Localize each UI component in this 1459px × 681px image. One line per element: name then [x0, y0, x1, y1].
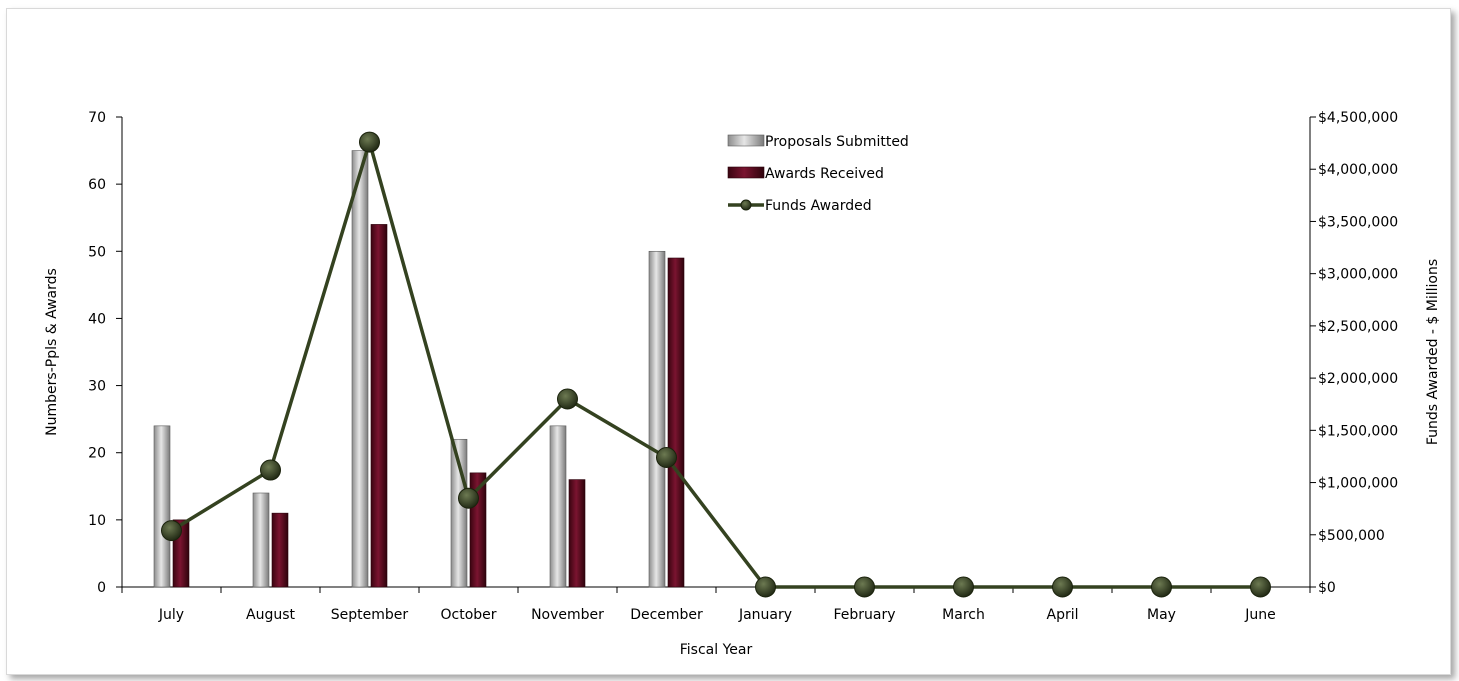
left-tick-label: 40 [88, 311, 106, 327]
x-tick-label-december: December [630, 607, 703, 623]
point-funds-awarded-january [755, 576, 776, 598]
point-funds-awarded-november [557, 388, 578, 410]
left-tick-label: 30 [88, 379, 106, 395]
x-tick-label-february: February [833, 607, 895, 623]
labels: 0 10 20 30 40 50 60 70 $0 $500,000 $1,000,000 $1,50… [44, 110, 1441, 658]
legend: Proposals Submitted Awards Received Funds … [727, 134, 909, 214]
left-tick-label: 70 [88, 110, 106, 126]
point-funds-awarded-july [161, 520, 182, 542]
left-tick-label: 10 [88, 513, 106, 529]
x-tick-label-june: June [1244, 607, 1276, 623]
point-funds-awarded-august [260, 459, 281, 481]
bar-awards-received-august [271, 512, 289, 588]
point-funds-awarded-june [1250, 576, 1271, 598]
line-funds-awarded [170, 140, 1261, 589]
left-tick-label: 50 [88, 244, 106, 260]
x-tick-label-may: May [1147, 607, 1176, 623]
x-tick-label-september: September [331, 607, 409, 623]
funds-line [161, 131, 1271, 598]
legend-awards-received-swatch [727, 166, 765, 179]
right-tick-label: $3,000,000 [1318, 267, 1398, 283]
x-tick-label-march: March [942, 607, 985, 623]
left-tick-label: 0 [97, 580, 106, 596]
point-funds-awarded-february [854, 576, 875, 598]
right-tick-label: $500,000 [1318, 528, 1385, 544]
legend-proposals-submitted-swatch [727, 134, 765, 147]
point-funds-awarded-september [359, 131, 380, 153]
x-tick-label-july: July [158, 607, 184, 623]
x-axis-title: Fiscal Year [680, 642, 753, 658]
right-tick-label: $3,500,000 [1318, 214, 1398, 230]
x-tick-label-november: November [531, 607, 604, 623]
bar-awards-received-december [667, 257, 685, 588]
bar-proposals-submitted-september [351, 150, 369, 588]
legend-funds-awarded-label: Funds Awarded [765, 198, 872, 214]
point-funds-awarded-may [1151, 576, 1172, 598]
left-axis-title: Numbers-Ppls & Awards [44, 268, 60, 436]
point-funds-awarded-october [458, 487, 479, 509]
right-tick-label: $2,000,000 [1318, 371, 1398, 387]
bar-proposals-submitted-december [648, 250, 666, 588]
left-tick-label: 20 [88, 446, 106, 462]
x-tick-label-april: April [1047, 607, 1079, 623]
bar-awards-received-november [568, 479, 586, 588]
point-funds-awarded-april [1052, 576, 1073, 598]
right-tick-label: $4,500,000 [1318, 110, 1398, 126]
legend-proposals-submitted-label: Proposals Submitted [765, 134, 909, 150]
right-axis-title: Funds Awarded - $ Millions [1425, 259, 1441, 445]
x-tick-label-august: August [246, 607, 296, 623]
legend-funds-awarded-marker [740, 199, 752, 211]
legend-awards-received-label: Awards Received [765, 166, 884, 182]
chart-frame [6, 8, 1451, 675]
bar-proposals-submitted-july [153, 425, 171, 588]
x-tick-label-january: January [738, 607, 792, 623]
right-tick-label: $0 [1318, 580, 1336, 596]
right-tick-label: $4,000,000 [1318, 162, 1398, 178]
point-funds-awarded-december [656, 446, 677, 468]
left-tick-label: 60 [88, 177, 106, 193]
bar-awards-received-september [370, 224, 388, 588]
bar-proposals-submitted-august [252, 492, 270, 588]
right-tick-label: $1,500,000 [1318, 423, 1398, 439]
bars [153, 150, 685, 588]
bar-proposals-submitted-november [549, 425, 567, 588]
right-tick-label: $1,000,000 [1318, 476, 1398, 492]
right-tick-label: $2,500,000 [1318, 319, 1398, 335]
x-tick-label-october: October [440, 607, 496, 623]
point-funds-awarded-march [953, 576, 974, 598]
